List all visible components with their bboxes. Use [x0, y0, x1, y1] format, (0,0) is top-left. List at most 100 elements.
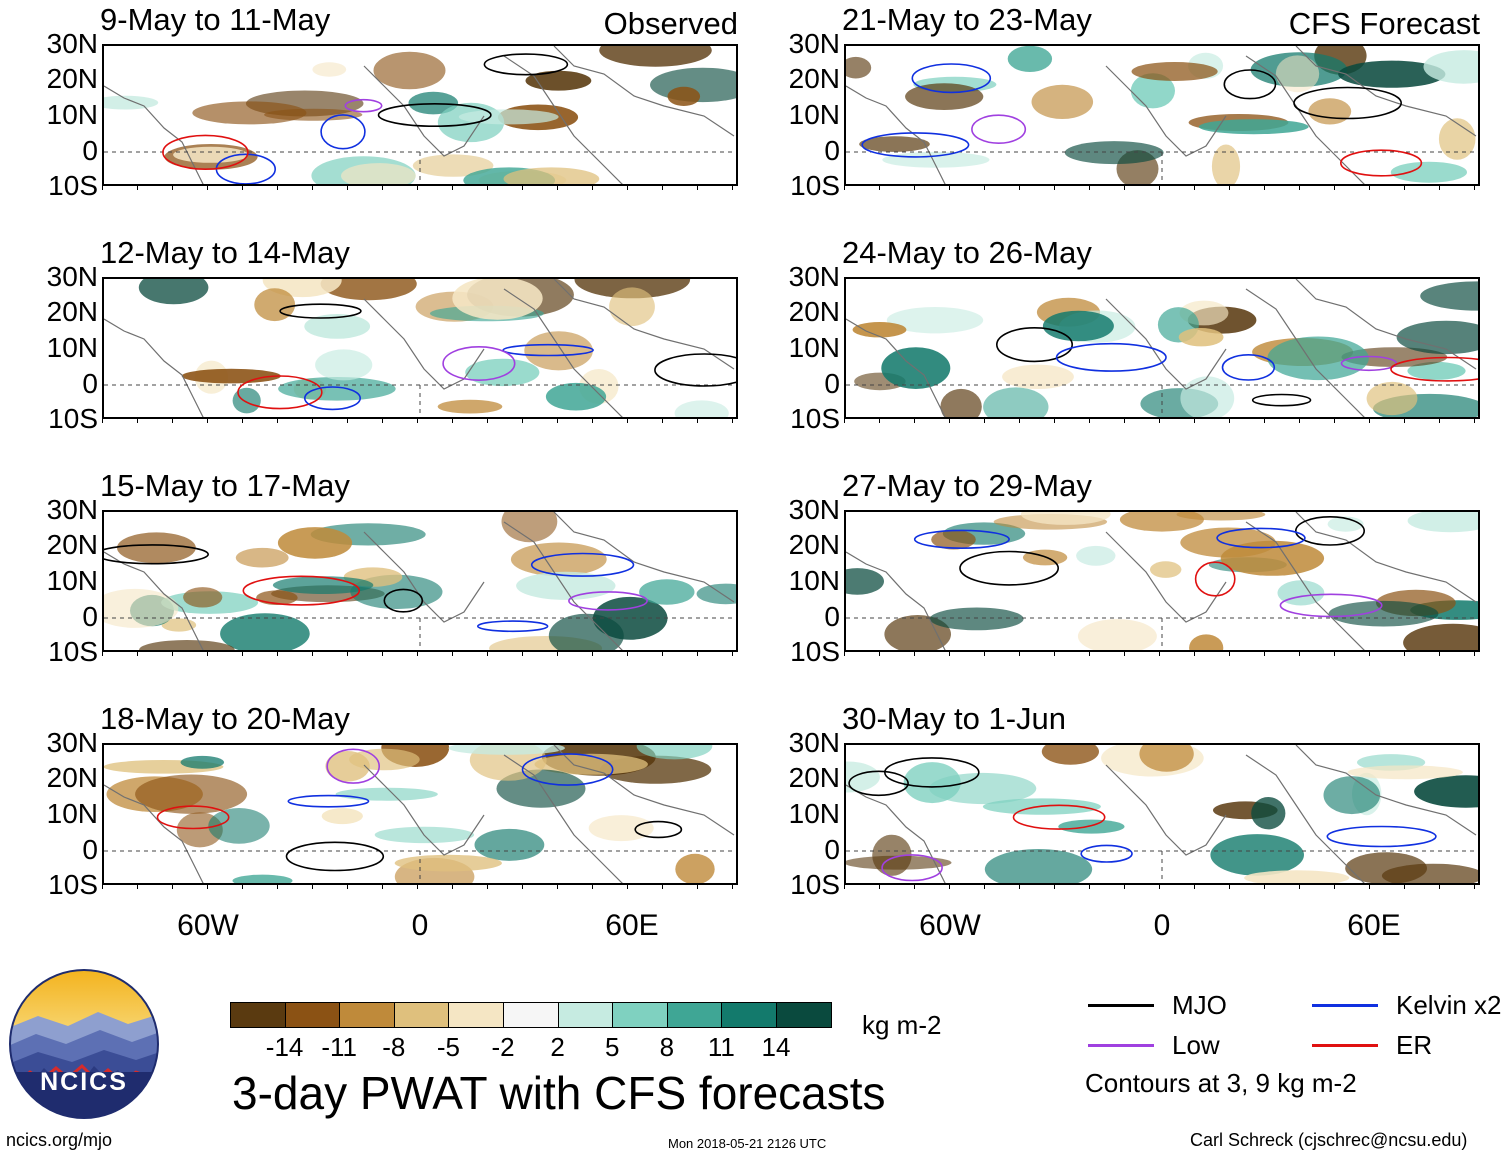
latitude-label: 30N [788, 494, 840, 525]
panel-source-label: Observed [603, 6, 738, 41]
latitude-label: 30N [788, 28, 840, 59]
wave-contour [242, 575, 361, 606]
pwat-anomaly-area [929, 607, 1024, 631]
axis-tick [102, 885, 103, 889]
coastline [553, 745, 735, 836]
wave-contour [287, 794, 370, 808]
pwat-anomaly-area [117, 532, 196, 564]
latitude-label: 10S [790, 170, 840, 201]
latitude-label: 10S [48, 636, 98, 667]
axis-tick [312, 652, 313, 656]
coastline [1245, 754, 1365, 883]
longitude-label: 0 [1153, 909, 1171, 942]
axis-tick [382, 652, 383, 656]
axis-tick [662, 186, 663, 190]
axis-tick [844, 419, 845, 423]
pwat-anomaly-area [465, 358, 540, 387]
axis-tick [487, 419, 488, 423]
pwat-anomaly-area [474, 828, 545, 861]
latitude-label: 10S [48, 170, 98, 201]
axis-tick [844, 186, 845, 190]
coastline [1295, 46, 1477, 137]
axis-tick [1159, 186, 1160, 190]
axis-tick [1054, 419, 1055, 423]
footer-url[interactable]: ncics.org/mjo [6, 1130, 113, 1150]
colorbar-swatch [230, 1002, 286, 1028]
axis-tick [1194, 419, 1195, 423]
axis-tick [1019, 419, 1020, 423]
wave-contour [156, 805, 230, 830]
pwat-anomaly-area [1178, 328, 1224, 347]
axis-tick [417, 652, 418, 656]
latitude-label: 20N [788, 762, 840, 793]
pwat-anomaly-area [534, 753, 648, 775]
latitude-label: 0 [824, 368, 840, 399]
pwat-anomaly-area [1338, 60, 1446, 88]
axis-tick [1194, 885, 1195, 889]
latitude-label: 30N [46, 28, 98, 59]
latitude-label: 10S [48, 403, 98, 434]
wave-contour [1339, 149, 1423, 177]
axis-tick [172, 652, 173, 656]
latitude-label: 30N [788, 261, 840, 292]
map-panel [844, 277, 1480, 419]
axis-tick [1229, 885, 1230, 889]
wave-contour [1012, 804, 1106, 830]
wave-contour [383, 588, 424, 613]
axis-tick [1264, 419, 1265, 423]
coastline [846, 318, 946, 417]
axis-tick [1334, 419, 1335, 423]
coastline [553, 512, 735, 603]
wave-contour [1279, 593, 1383, 618]
longitude-label: 0 [411, 909, 429, 942]
map-panel [102, 44, 738, 186]
axis-tick [557, 885, 558, 889]
pwat-anomaly-area [1130, 73, 1175, 109]
coastline [1105, 298, 1227, 390]
coastline [503, 754, 623, 883]
axis-tick [312, 885, 313, 889]
latitude-label: 10N [46, 332, 98, 363]
pwat-anomaly-area [1007, 46, 1053, 72]
coastline [104, 318, 204, 417]
pwat-anomaly-area [1077, 619, 1157, 650]
pwat-anomaly-area [639, 579, 695, 605]
axis-tick [1334, 186, 1335, 190]
panel-title: 9-May to 11-May [100, 2, 331, 37]
panel-title: 21-May to 23-May [842, 2, 1092, 37]
pwat-anomaly-area [984, 849, 1093, 883]
pwat-anomaly-area [905, 83, 984, 110]
legend-line [1088, 1044, 1154, 1047]
wave-contour [285, 841, 385, 872]
latitude-label: 20N [46, 529, 98, 560]
colorbar-tick-label: 8 [659, 1032, 675, 1062]
pwat-anomaly-area [501, 512, 558, 543]
wave-contour [1251, 393, 1312, 407]
pwat-anomaly-area [1198, 119, 1309, 135]
axis-tick [1404, 186, 1405, 190]
latitude-label: 20N [46, 762, 98, 793]
axis-tick [1404, 652, 1405, 656]
wave-contour [326, 748, 380, 784]
axis-tick [347, 186, 348, 190]
axis-tick [172, 419, 173, 423]
latitude-label: 10N [46, 798, 98, 829]
longitude-label: 60W [177, 909, 239, 942]
pwat-anomaly-area [983, 387, 1049, 417]
coastline [1295, 512, 1477, 603]
axis-tick [879, 419, 880, 423]
latitude-label: 10S [790, 636, 840, 667]
axis-tick [487, 186, 488, 190]
pwat-anomaly-area [448, 745, 565, 755]
axis-tick [277, 885, 278, 889]
coastline [363, 764, 485, 856]
wave-contour [237, 375, 323, 410]
pwat-anomaly-area [1438, 118, 1476, 160]
axis-tick [1474, 652, 1475, 656]
axis-tick [1229, 419, 1230, 423]
latitude-label: 30N [46, 494, 98, 525]
axis-tick [522, 419, 523, 423]
footer-timestamp: Mon 2018-05-21 2126 UTC [668, 1136, 827, 1151]
axis-tick [172, 885, 173, 889]
coastline [363, 531, 485, 623]
